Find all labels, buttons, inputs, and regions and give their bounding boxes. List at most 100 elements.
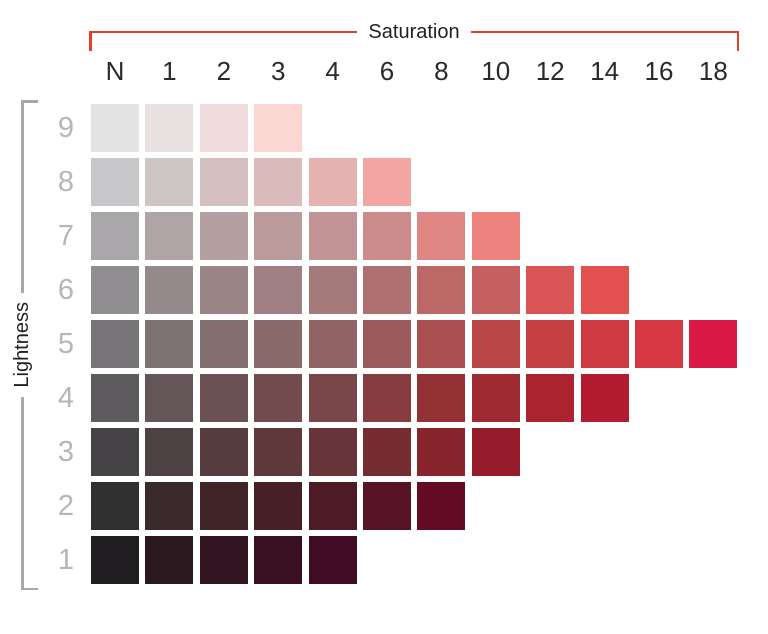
swatch-L7-S2 — [199, 212, 248, 260]
swatch-L6-S3 — [254, 266, 303, 314]
swatch-L4-SN — [91, 374, 139, 422]
swatch-L5-S10 — [471, 320, 520, 368]
swatch-L3-SN — [91, 428, 139, 476]
swatch-L1-S4 — [308, 536, 357, 584]
swatch-L4-S2 — [199, 374, 248, 422]
saturation-tick-label-14: 14 — [590, 56, 620, 86]
swatch-L6-S1 — [145, 266, 194, 314]
swatch-L4-S10 — [471, 374, 520, 422]
swatch-L3-S2 — [199, 428, 248, 476]
swatch-L1-S1 — [145, 536, 194, 584]
saturation-tick-label-1: 1 — [162, 56, 177, 86]
saturation-tick-label-12: 12 — [535, 56, 565, 86]
swatch-L9-S2 — [199, 104, 248, 152]
lightness-tick-label-1: 1 — [57, 544, 74, 576]
swatch-L8-S6 — [363, 158, 411, 206]
saturation-tick-label-3: 3 — [270, 56, 286, 86]
saturation-bracket-right-tick — [736, 31, 739, 51]
swatch-L7-S3 — [254, 212, 303, 260]
swatch-L2-S4 — [308, 482, 357, 530]
saturation-tick-label-6: 6 — [379, 56, 395, 86]
swatch-L5-S4 — [308, 320, 357, 368]
swatch-L5-S6 — [363, 320, 411, 368]
swatch-L5-S1 — [145, 320, 194, 368]
swatch-L9-SN — [91, 104, 139, 152]
lightness-bracket-line-lower — [21, 396, 24, 590]
swatch-L1-S3 — [254, 536, 303, 584]
swatch-L8-S3 — [254, 158, 303, 206]
swatch-L3-S3 — [254, 428, 303, 476]
swatch-L2-S8 — [417, 482, 466, 530]
lightness-tick-label-2: 2 — [57, 490, 74, 522]
swatch-L8-S2 — [199, 158, 248, 206]
swatch-L1-S2 — [199, 536, 248, 584]
swatch-L3-S6 — [363, 428, 411, 476]
swatch-L3-S10 — [471, 428, 520, 476]
swatch-L8-S1 — [145, 158, 194, 206]
saturation-tick-label-16: 16 — [644, 56, 674, 86]
swatch-L4-S6 — [363, 374, 411, 422]
swatch-L5-SN — [91, 320, 139, 368]
swatch-L6-S14 — [580, 266, 629, 314]
lightness-tick-label-4: 4 — [57, 382, 74, 414]
saturation-tick-label-4: 4 — [325, 56, 340, 86]
swatch-L5-S8 — [417, 320, 466, 368]
swatch-L6-S8 — [417, 266, 466, 314]
swatch-L6-S6 — [363, 266, 411, 314]
swatch-L5-S18 — [689, 320, 738, 368]
swatch-L6-S4 — [308, 266, 357, 314]
swatch-L9-S1 — [145, 104, 194, 152]
swatch-L7-S6 — [363, 212, 411, 260]
swatch-L7-S1 — [145, 212, 194, 260]
swatch-L4-S3 — [254, 374, 303, 422]
swatch-L3-S1 — [145, 428, 194, 476]
lightness-bracket-top-tick — [21, 100, 38, 103]
swatch-L7-S8 — [417, 212, 466, 260]
swatch-L5-S12 — [526, 320, 575, 368]
saturation-axis-bracket: Saturation — [89, 21, 740, 51]
saturation-tick-label-10: 10 — [481, 56, 511, 86]
swatch-L4-S12 — [526, 374, 575, 422]
swatch-L4-S1 — [145, 374, 194, 422]
saturation-axis-title: Saturation — [368, 21, 460, 43]
swatch-L2-S1 — [145, 482, 194, 530]
saturation-bracket-line-right — [470, 30, 740, 34]
swatch-L3-S4 — [308, 428, 357, 476]
lightness-tick-label-5: 5 — [57, 328, 74, 360]
swatch-L2-S6 — [363, 482, 411, 530]
swatch-L8-SN — [91, 158, 139, 206]
swatch-L6-S10 — [471, 266, 520, 314]
saturation-tick-label-2: 2 — [216, 56, 232, 86]
lightness-tick-label-9: 9 — [57, 112, 74, 144]
saturation-tick-label-8: 8 — [434, 56, 449, 86]
saturation-tick-label-N: N — [105, 56, 125, 86]
swatch-L6-SN — [91, 266, 139, 314]
lightness-axis-bracket: Lightness — [9, 100, 38, 590]
swatch-L6-S2 — [199, 266, 248, 314]
lightness-tick-label-3: 3 — [57, 436, 74, 468]
swatch-L3-S8 — [417, 428, 466, 476]
swatch-L5-S3 — [254, 320, 303, 368]
swatch-L2-S2 — [199, 482, 248, 530]
swatch-L7-SN — [91, 212, 139, 260]
lightness-tick-label-6: 6 — [57, 274, 74, 306]
swatch-L2-S3 — [254, 482, 303, 530]
swatch-L9-S3 — [254, 104, 303, 152]
saturation-bracket-line-left — [89, 30, 358, 34]
swatch-L4-S4 — [308, 374, 357, 422]
lightness-bracket-line-upper — [21, 100, 24, 294]
lightness-tick-label-7: 7 — [57, 220, 74, 252]
swatch-L5-S2 — [199, 320, 248, 368]
swatch-L8-S4 — [308, 158, 357, 206]
swatch-L5-S14 — [580, 320, 629, 368]
swatch-L7-S10 — [471, 212, 520, 260]
lightness-bracket-bottom-tick — [21, 587, 38, 590]
swatch-L4-S8 — [417, 374, 466, 422]
swatch-L2-SN — [91, 482, 139, 530]
swatch-L7-S4 — [308, 212, 357, 260]
swatch-L5-S16 — [635, 320, 683, 368]
saturation-bracket-left-tick — [89, 31, 92, 51]
swatch-L6-S12 — [526, 266, 575, 314]
swatch-L1-SN — [91, 536, 139, 584]
